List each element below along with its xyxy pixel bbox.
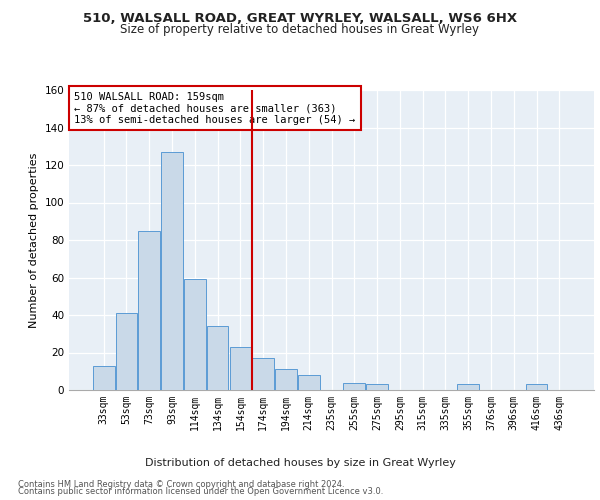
Text: Contains HM Land Registry data © Crown copyright and database right 2024.: Contains HM Land Registry data © Crown c… bbox=[18, 480, 344, 489]
Bar bbox=[526, 384, 547, 390]
Text: 510 WALSALL ROAD: 159sqm
← 87% of detached houses are smaller (363)
13% of semi-: 510 WALSALL ROAD: 159sqm ← 87% of detach… bbox=[74, 92, 355, 124]
Bar bbox=[230, 347, 251, 390]
Bar bbox=[207, 326, 229, 390]
Bar bbox=[184, 280, 206, 390]
Text: 510, WALSALL ROAD, GREAT WYRLEY, WALSALL, WS6 6HX: 510, WALSALL ROAD, GREAT WYRLEY, WALSALL… bbox=[83, 12, 517, 26]
Bar bbox=[298, 375, 320, 390]
Bar bbox=[161, 152, 183, 390]
Text: Contains public sector information licensed under the Open Government Licence v3: Contains public sector information licen… bbox=[18, 488, 383, 496]
Bar bbox=[457, 384, 479, 390]
Y-axis label: Number of detached properties: Number of detached properties bbox=[29, 152, 39, 328]
Bar bbox=[253, 358, 274, 390]
Bar bbox=[116, 313, 137, 390]
Text: Size of property relative to detached houses in Great Wyrley: Size of property relative to detached ho… bbox=[121, 22, 479, 36]
Bar bbox=[93, 366, 115, 390]
Bar bbox=[275, 370, 297, 390]
Bar bbox=[139, 230, 160, 390]
Bar bbox=[366, 384, 388, 390]
Bar bbox=[343, 382, 365, 390]
Text: Distribution of detached houses by size in Great Wyrley: Distribution of detached houses by size … bbox=[145, 458, 455, 468]
